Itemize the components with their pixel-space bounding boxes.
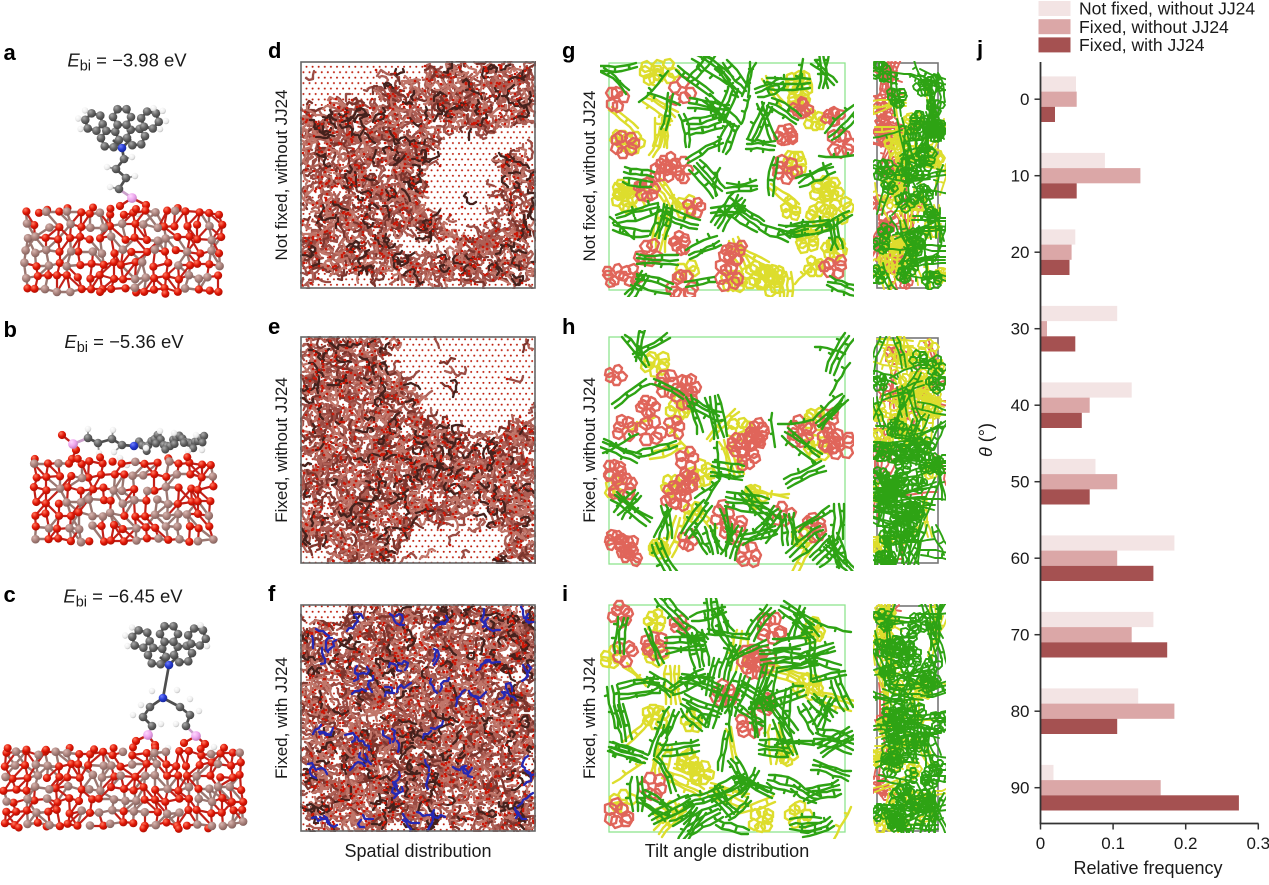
svg-text:Fixed, without JJ24: Fixed, without JJ24 bbox=[272, 377, 291, 523]
svg-text:g: g bbox=[562, 38, 575, 63]
svg-text:Fixed, with JJ24: Fixed, with JJ24 bbox=[1079, 35, 1205, 55]
svg-text:a: a bbox=[4, 40, 17, 65]
svg-text:Fixed, without JJ24: Fixed, without JJ24 bbox=[580, 377, 599, 523]
svg-text:d: d bbox=[268, 38, 281, 63]
svg-text:0: 0 bbox=[1036, 834, 1045, 853]
svg-text:30: 30 bbox=[1011, 320, 1030, 339]
svg-text:20: 20 bbox=[1011, 243, 1030, 262]
svg-text:Relative frequency: Relative frequency bbox=[1073, 858, 1222, 878]
svg-text:b: b bbox=[4, 317, 17, 342]
svg-text:90: 90 bbox=[1011, 779, 1030, 798]
svg-text:j: j bbox=[976, 36, 983, 61]
svg-text:40: 40 bbox=[1011, 396, 1030, 415]
svg-text:Not fixed, without JJ24: Not fixed, without JJ24 bbox=[580, 90, 599, 261]
svg-text:Spatial distribution: Spatial distribution bbox=[344, 841, 491, 861]
svg-text:0.2: 0.2 bbox=[1174, 834, 1198, 853]
svg-text:Not fixed, without JJ24: Not fixed, without JJ24 bbox=[272, 89, 291, 260]
svg-text:0.1: 0.1 bbox=[1101, 834, 1125, 853]
svg-text:50: 50 bbox=[1011, 473, 1030, 492]
svg-text:f: f bbox=[268, 581, 276, 606]
svg-text:h: h bbox=[562, 314, 575, 339]
svg-text:10: 10 bbox=[1011, 167, 1030, 186]
svg-text:e: e bbox=[268, 314, 280, 339]
svg-text:c: c bbox=[4, 582, 16, 607]
svg-text:70: 70 bbox=[1011, 626, 1030, 645]
svg-text:Fixed, without JJ24: Fixed, without JJ24 bbox=[1079, 17, 1229, 37]
svg-text:Fixed, with JJ24: Fixed, with JJ24 bbox=[580, 657, 599, 779]
svg-text:Tilt angle distribution: Tilt angle distribution bbox=[645, 841, 809, 861]
svg-text:i: i bbox=[562, 581, 568, 606]
svg-text:0.3: 0.3 bbox=[1246, 834, 1269, 853]
svg-text:Not fixed, without JJ24: Not fixed, without JJ24 bbox=[1079, 0, 1255, 19]
svg-text:0: 0 bbox=[1020, 90, 1029, 109]
svg-text:Fixed, with JJ24: Fixed, with JJ24 bbox=[272, 657, 291, 779]
svg-text:60: 60 bbox=[1011, 549, 1030, 568]
svg-text:80: 80 bbox=[1011, 702, 1030, 721]
svg-text:θ (°): θ (°) bbox=[976, 423, 996, 457]
